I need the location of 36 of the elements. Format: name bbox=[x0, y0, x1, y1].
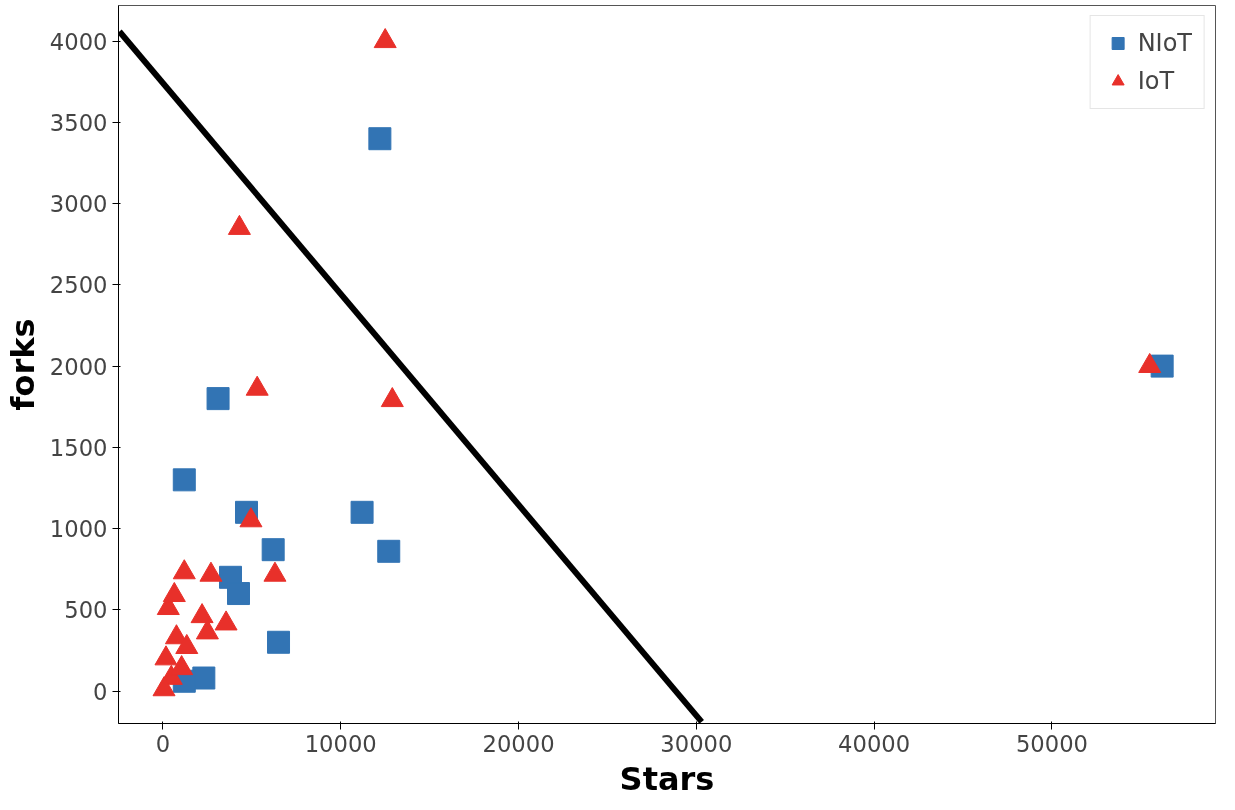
point bbox=[172, 559, 196, 580]
x-tick-label: 10000 bbox=[304, 730, 377, 757]
y-tick-label: 1500 bbox=[49, 434, 108, 461]
point bbox=[199, 561, 223, 582]
legend-label: IoT bbox=[1137, 67, 1175, 95]
x-tick-label: 20000 bbox=[482, 730, 555, 757]
y-tick-label: 4000 bbox=[49, 28, 108, 55]
y-tick-label: 2000 bbox=[49, 353, 108, 380]
y-tick-label: 2500 bbox=[49, 272, 108, 299]
x-tick-label: 0 bbox=[155, 730, 171, 757]
point bbox=[162, 581, 186, 603]
legend-label: NIoT bbox=[1137, 29, 1192, 57]
point bbox=[263, 561, 287, 582]
x-tick-label: 40000 bbox=[838, 730, 911, 757]
point bbox=[1138, 352, 1162, 373]
x-tick-label: 50000 bbox=[1015, 730, 1088, 757]
y-tick-label: 3000 bbox=[49, 191, 108, 218]
y-axis-title: forks bbox=[3, 318, 42, 411]
point bbox=[152, 676, 176, 697]
point bbox=[373, 28, 397, 49]
point bbox=[170, 655, 194, 676]
point bbox=[195, 619, 219, 640]
y-tick-label: 3500 bbox=[49, 109, 108, 136]
x-tick-label: 30000 bbox=[660, 730, 733, 757]
x-axis-title: Stars bbox=[619, 759, 715, 798]
y-tick-label: 0 bbox=[93, 678, 108, 705]
y-tick-label: 500 bbox=[64, 597, 108, 624]
point bbox=[245, 375, 269, 396]
point bbox=[190, 603, 214, 624]
y-tick-label: 1000 bbox=[49, 516, 108, 543]
point bbox=[380, 387, 404, 408]
point bbox=[175, 633, 199, 654]
point bbox=[239, 507, 263, 528]
point bbox=[227, 214, 251, 235]
point bbox=[154, 645, 178, 666]
point bbox=[214, 610, 238, 631]
